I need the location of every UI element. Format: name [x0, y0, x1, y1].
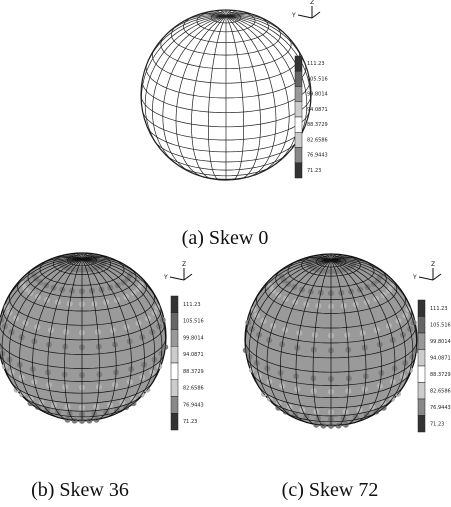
colorbar-segment — [418, 300, 425, 317]
colorbar-segment — [295, 148, 302, 163]
colorbar-label: 71.23 — [183, 419, 197, 425]
colorbar-segment — [171, 346, 178, 363]
colorbar-label: 105.516 — [430, 322, 451, 328]
colorbar-label: 88.3729 — [183, 369, 204, 375]
page: {"panels": [ {"caption": "(a) Skew 0", "… — [0, 0, 451, 507]
caption: (a) Skew 0 — [182, 227, 269, 249]
colorbar-label: 88.3729 — [307, 122, 328, 128]
figure: 111.23 105.516 99.8014 94.0871 88.3729 82.658… — [0, 0, 451, 507]
colorbar-label: 99.8014 — [183, 335, 204, 341]
axis-label-y: Y — [412, 274, 417, 281]
colorbar-segment — [295, 87, 302, 102]
colorbar-label: 71.23 — [307, 168, 321, 174]
axis-label-y: Y — [163, 274, 168, 281]
colorbar-label: 105.516 — [183, 319, 204, 325]
colorbar-segment — [418, 383, 425, 400]
caption: (c) Skew 72 — [282, 479, 379, 501]
axis-y — [419, 277, 433, 280]
colorbar-label: 82.6586 — [430, 388, 451, 394]
colorbar-label: 111.23 — [307, 61, 325, 67]
colorbar-segment — [418, 317, 425, 334]
colorbar-label: 76.9443 — [183, 402, 204, 408]
colorbar-label: 71.23 — [430, 421, 444, 427]
colorbar-segment — [171, 330, 178, 347]
axis-x — [433, 274, 441, 280]
axis-label-z: Z — [431, 261, 435, 268]
colorbar-label: 99.8014 — [307, 92, 328, 98]
colorbar-label: 111.23 — [183, 302, 201, 308]
axis-label-z: Z — [310, 0, 314, 6]
colorbar-segment — [171, 313, 178, 330]
colorbar-label: 76.9443 — [430, 405, 451, 411]
colorbar-segment — [171, 296, 178, 313]
colorbar-segment — [171, 363, 178, 380]
colorbar-segment — [295, 56, 302, 71]
panel: 111.23 105.516 99.8014 94.0871 88.3729 82.658… — [0, 253, 204, 501]
colorbar-segment — [418, 350, 425, 367]
axis-label-z: Z — [182, 261, 186, 268]
panel: 111.23 105.516 99.8014 94.0871 88.3729 82.658… — [141, 0, 328, 249]
colorbar-segment — [295, 117, 302, 132]
colorbar-label: 94.0871 — [307, 107, 328, 113]
colorbar-label: 105.516 — [307, 76, 328, 82]
colorbar-label: 94.0871 — [430, 355, 451, 361]
colorbar-label: 88.3729 — [430, 372, 451, 378]
panel: 111.23 105.516 99.8014 94.0871 88.3729 82.658… — [243, 254, 451, 501]
caption: (b) Skew 36 — [31, 479, 129, 501]
axis-x — [184, 274, 192, 280]
colorbar-label: 82.6586 — [307, 137, 328, 143]
colorbar-segment — [171, 380, 178, 397]
colorbar-segment — [295, 102, 302, 117]
colorbar-segment — [418, 366, 425, 383]
colorbar-label: 82.6586 — [183, 386, 204, 392]
axis-y — [170, 277, 184, 280]
axis-y — [298, 15, 312, 18]
colorbar-segment — [171, 413, 178, 430]
colorbar-segment — [418, 333, 425, 350]
colorbar-segment — [295, 132, 302, 147]
colorbar-segment — [295, 71, 302, 86]
colorbar-label: 76.9443 — [307, 153, 328, 159]
colorbar-segment — [418, 399, 425, 416]
colorbar-label: 99.8014 — [430, 339, 451, 345]
colorbar-label: 111.23 — [430, 306, 448, 312]
colorbar-segment — [171, 397, 178, 414]
axis-x — [312, 12, 320, 18]
colorbar-segment — [295, 163, 302, 178]
axis-label-y: Y — [291, 12, 296, 19]
colorbar-segment — [418, 416, 425, 433]
colorbar-label: 94.0871 — [183, 352, 204, 358]
